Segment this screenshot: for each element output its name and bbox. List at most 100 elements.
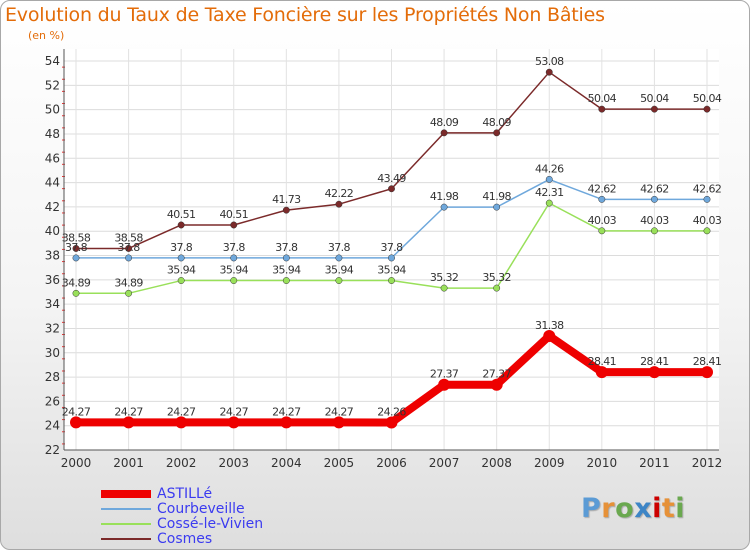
data-label: 44.26 — [535, 162, 564, 175]
data-label: 42.22 — [325, 187, 354, 200]
data-label: 27.37 — [430, 368, 459, 381]
data-point — [545, 68, 553, 76]
y-tick-label: 26 — [45, 394, 60, 408]
y-tick-label: 46 — [45, 151, 60, 165]
data-label: 42.31 — [535, 186, 564, 199]
data-label: 24.27 — [62, 405, 91, 418]
data-point — [438, 378, 451, 391]
data-point — [493, 284, 501, 292]
legend-label: Cosmes — [157, 531, 213, 547]
data-point — [440, 203, 448, 211]
data-point — [177, 221, 185, 229]
data-label: 37.8 — [65, 241, 88, 254]
data-point — [490, 378, 503, 391]
data-label: 24.27 — [272, 405, 301, 418]
x-tick-label: 2005 — [324, 456, 355, 470]
data-label: 35.94 — [272, 264, 301, 277]
data-point — [598, 227, 606, 235]
data-point — [70, 416, 82, 429]
data-label: 24.26 — [377, 406, 406, 419]
data-label: 41.73 — [272, 193, 301, 206]
data-point — [701, 366, 713, 379]
data-point — [543, 329, 556, 342]
data-label: 28.41 — [693, 355, 722, 368]
logo-letter: P — [581, 493, 602, 524]
y-tick-label: 36 — [45, 273, 60, 287]
data-point — [332, 416, 345, 429]
data-point — [282, 254, 290, 262]
logo-letter: t — [661, 493, 676, 524]
data-label: 28.41 — [640, 355, 669, 368]
data-point — [595, 366, 608, 379]
data-point — [125, 244, 133, 252]
data-point — [493, 129, 501, 137]
y-tick-label: 24 — [45, 419, 60, 433]
y-tick-label: 42 — [45, 200, 60, 214]
data-point — [335, 200, 343, 208]
y-tick-label: 44 — [45, 176, 60, 190]
data-point — [648, 366, 661, 379]
legend-label: ASTILLé — [157, 486, 213, 502]
logo-letter: x — [634, 493, 653, 524]
x-tick-label: 2006 — [376, 456, 407, 470]
data-point — [72, 254, 80, 262]
data-point — [440, 129, 448, 137]
data-point — [650, 105, 658, 113]
data-label: 37.8 — [223, 241, 246, 254]
y-tick-label: 50 — [45, 103, 60, 117]
x-tick-label: 2011 — [639, 456, 670, 470]
x-tick-label: 2001 — [113, 456, 144, 470]
data-label: 27.37 — [482, 368, 511, 381]
data-point — [72, 244, 80, 252]
data-label: 50.04 — [588, 92, 617, 105]
chart-subtitle: (en %) — [28, 29, 65, 42]
chart-title: Evolution du Taux de Taxe Foncière sur l… — [5, 4, 605, 26]
data-point — [335, 254, 343, 262]
data-label: 37.8 — [118, 241, 141, 254]
data-label: 35.94 — [377, 264, 406, 277]
y-tick-label: 30 — [45, 346, 60, 360]
legend-swatch — [101, 508, 151, 510]
data-label: 50.04 — [640, 92, 669, 105]
x-tick-label: 2012 — [692, 456, 723, 470]
data-label: 40.03 — [693, 214, 722, 227]
x-tick-label: 2004 — [271, 456, 302, 470]
data-label: 53.08 — [535, 55, 564, 68]
data-label: 42.62 — [588, 182, 617, 195]
data-label: 31.38 — [535, 319, 564, 332]
data-point — [282, 206, 290, 214]
data-label: 40.03 — [588, 214, 617, 227]
data-label: 34.89 — [62, 276, 91, 289]
data-point — [545, 175, 553, 183]
y-tick-label: 38 — [45, 249, 60, 263]
data-label: 35.94 — [220, 264, 249, 277]
data-point — [703, 195, 711, 203]
legend-swatch — [101, 490, 151, 498]
x-tick-label: 2000 — [61, 456, 92, 470]
data-label: 28.41 — [588, 355, 617, 368]
data-point — [440, 284, 448, 292]
data-point — [125, 289, 133, 297]
data-point — [650, 195, 658, 203]
data-label: 24.27 — [114, 405, 143, 418]
data-label: 41.98 — [482, 190, 511, 203]
data-label: 34.89 — [114, 276, 143, 289]
y-tick-label: 52 — [45, 78, 60, 92]
data-label: 42.62 — [693, 182, 722, 195]
data-label: 50.04 — [693, 92, 722, 105]
y-tick-label: 54 — [45, 54, 60, 68]
data-label: 35.94 — [325, 264, 354, 277]
y-tick-label: 28 — [45, 370, 60, 384]
data-point — [385, 416, 398, 429]
data-label: 35.94 — [167, 264, 196, 277]
data-label: 38.58 — [114, 231, 143, 244]
data-label: 24.27 — [167, 405, 196, 418]
x-tick-label: 2003 — [218, 456, 249, 470]
data-label: 35.32 — [482, 271, 511, 284]
data-point — [125, 254, 133, 262]
data-point — [72, 289, 80, 297]
data-point — [650, 227, 658, 235]
data-point — [598, 195, 606, 203]
y-tick-label: 22 — [45, 443, 60, 457]
